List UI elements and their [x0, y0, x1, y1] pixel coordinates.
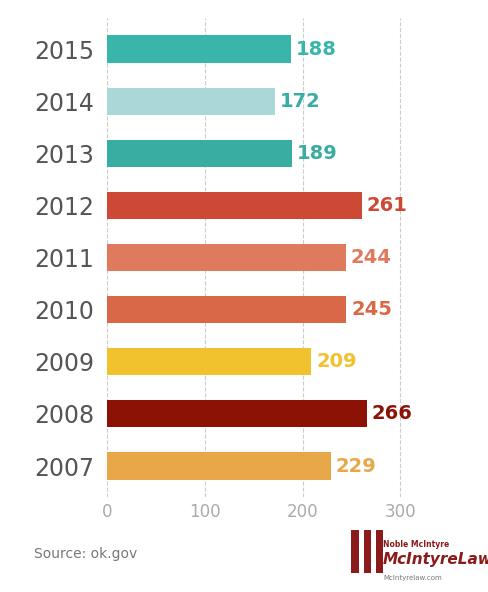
Text: McIntyreLaw: McIntyreLaw	[383, 552, 488, 567]
Text: 261: 261	[367, 196, 408, 215]
Text: 244: 244	[350, 248, 391, 267]
Text: McIntyrelaw.com: McIntyrelaw.com	[383, 575, 442, 581]
Bar	[107, 88, 275, 115]
Bar	[351, 530, 359, 573]
Bar	[107, 36, 291, 63]
Text: 209: 209	[316, 352, 357, 371]
Text: 188: 188	[296, 40, 337, 59]
Text: 189: 189	[297, 144, 338, 163]
Bar	[107, 296, 346, 323]
Text: Source: ok.gov: Source: ok.gov	[34, 546, 138, 561]
Bar	[364, 530, 371, 573]
Bar	[376, 530, 383, 573]
Bar	[107, 140, 292, 167]
Text: 172: 172	[280, 92, 321, 111]
Text: 245: 245	[351, 300, 392, 319]
Bar	[107, 348, 311, 375]
Text: Noble McIntyre: Noble McIntyre	[383, 540, 449, 549]
Bar	[107, 192, 362, 219]
Text: 266: 266	[372, 404, 413, 423]
Text: 229: 229	[336, 456, 377, 475]
Bar	[107, 244, 346, 271]
Bar	[107, 400, 367, 427]
Bar	[107, 452, 331, 480]
